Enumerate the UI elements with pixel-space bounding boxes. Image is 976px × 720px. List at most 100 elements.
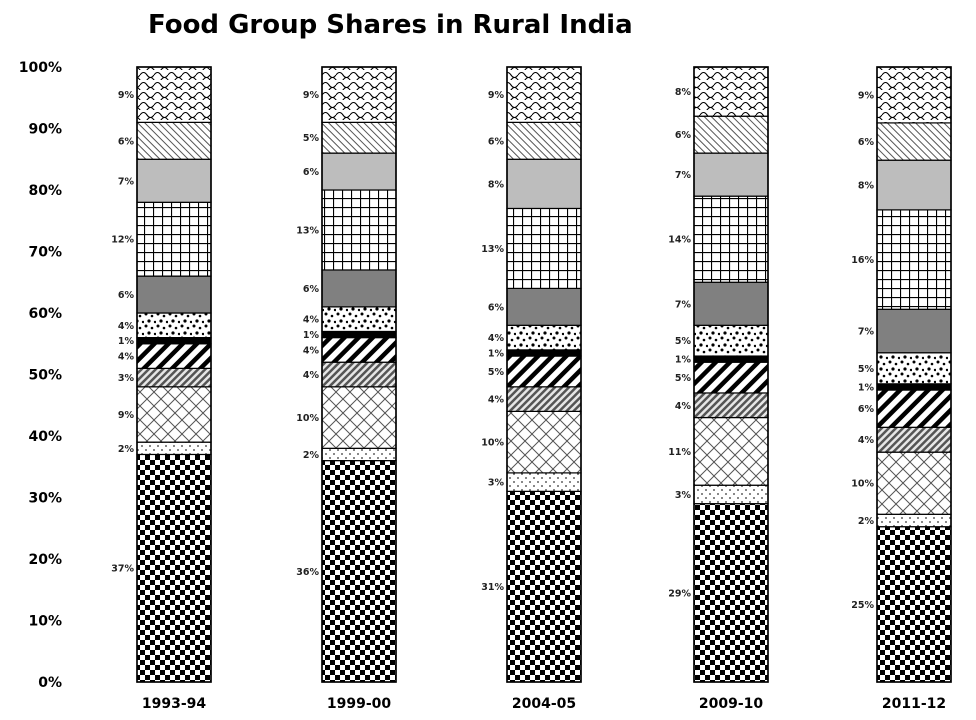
data-label: 5%: [488, 367, 505, 378]
bar-segment: [693, 152, 769, 197]
data-label: 4%: [303, 315, 320, 326]
category-label: 2009-10: [699, 696, 764, 712]
bar-segment: [321, 447, 397, 462]
bar-segment: [506, 349, 582, 357]
bar-segment: [136, 201, 212, 277]
bars: [136, 66, 952, 683]
bar-segment: [876, 383, 952, 391]
bar-outline: [693, 66, 769, 683]
data-label: 6%: [118, 290, 135, 301]
data-label: 3%: [118, 373, 135, 384]
data-label: 36%: [296, 567, 319, 578]
bar-segment: [876, 122, 952, 161]
data-label: 1%: [488, 348, 505, 359]
bar-segment: [136, 367, 212, 388]
data-label: 6%: [303, 167, 320, 178]
data-labels: 37% 2% 9% 3% 4% 1% 4% 6% 12% 7% 6% 9% 36% 2% 10% 4% 4% 1%…: [111, 87, 874, 611]
data-label: 4%: [118, 321, 135, 332]
bar-segment: [693, 392, 769, 419]
data-label: 9%: [118, 410, 135, 421]
data-label: 6%: [675, 130, 692, 141]
bar-segment: [506, 355, 582, 388]
bar-segment: [321, 189, 397, 271]
y-tick-label: 40%: [28, 429, 62, 445]
data-label: 9%: [858, 90, 875, 101]
bar-segment: [876, 389, 952, 428]
data-label: 3%: [488, 478, 505, 489]
bar-segment: [693, 324, 769, 357]
data-label: 6%: [488, 136, 505, 147]
data-label: 7%: [118, 176, 135, 187]
x-axis: 1993-94 1999-00 2004-05 2009-10 2011-12: [142, 696, 946, 712]
bar-segment: [693, 503, 769, 683]
data-label: 7%: [675, 170, 692, 181]
bar-segment: [321, 121, 397, 154]
y-tick-label: 20%: [28, 552, 62, 568]
bar-segment: [136, 312, 212, 339]
category-label: 2004-05: [512, 696, 576, 712]
data-label: 4%: [118, 352, 135, 363]
bar-segment: [321, 330, 397, 339]
data-label: 1%: [303, 330, 320, 341]
data-label: 29%: [668, 588, 691, 599]
bar-segment: [136, 121, 212, 160]
bar-segment: [693, 361, 769, 394]
y-tick-label: 0%: [38, 675, 62, 691]
data-label: 7%: [858, 327, 875, 338]
data-label: 10%: [296, 413, 319, 424]
bar-segment: [876, 159, 952, 211]
data-label: 6%: [118, 136, 135, 147]
data-label: 1%: [675, 355, 692, 366]
bar-segment: [876, 513, 952, 528]
data-label: 10%: [851, 479, 874, 490]
bar-segment: [876, 451, 952, 515]
bar-outline: [136, 66, 212, 683]
data-label: 4%: [303, 345, 320, 356]
bar-segment: [506, 158, 582, 210]
bar-segment: [506, 207, 582, 289]
bar-segment: [506, 324, 582, 351]
bar-segment: [321, 306, 397, 333]
data-label: 31%: [481, 582, 504, 593]
data-label: 8%: [675, 87, 692, 98]
bar-segment: [506, 287, 582, 326]
data-label: 13%: [481, 244, 504, 255]
category-label: 1999-00: [327, 696, 392, 712]
data-label: 5%: [303, 133, 320, 144]
y-tick-label: 30%: [28, 491, 62, 507]
chart-title: Food Group Shares in Rural India: [148, 10, 633, 40]
bar-segment: [136, 337, 212, 345]
data-label: 1%: [858, 382, 875, 393]
bar-segment: [693, 355, 769, 363]
bar-segment: [693, 115, 769, 154]
bar-segment: [136, 386, 212, 443]
bar-segment: [693, 66, 769, 117]
data-label: 12%: [111, 235, 134, 246]
data-label: 4%: [303, 370, 320, 381]
data-label: 1%: [118, 336, 135, 347]
y-tick-label: 60%: [28, 306, 62, 322]
data-label: 9%: [303, 90, 320, 101]
data-label: 5%: [675, 373, 692, 384]
y-tick-label: 50%: [28, 368, 62, 384]
data-label: 11%: [668, 447, 691, 458]
data-label: 14%: [668, 235, 691, 246]
y-tick-label: 100%: [19, 60, 62, 76]
bar-segment: [693, 281, 769, 326]
data-label: 4%: [675, 401, 692, 412]
data-label: 6%: [858, 404, 875, 415]
data-label: 2%: [303, 450, 320, 461]
bar-segment: [506, 410, 582, 474]
bar-segment: [136, 158, 212, 203]
bar-segment: [876, 66, 952, 124]
bar-segment: [321, 66, 397, 123]
y-axis: 0% 10% 20% 30% 40% 50% 60% 70% 80% 90% 100%: [19, 60, 62, 691]
data-label: 9%: [118, 90, 135, 101]
data-label: 4%: [858, 435, 875, 446]
bar-outline: [876, 66, 952, 683]
category-label: 2011-12: [882, 696, 946, 712]
bar-segment: [506, 490, 582, 683]
bar-segment: [506, 66, 582, 123]
data-label: 9%: [488, 90, 505, 101]
